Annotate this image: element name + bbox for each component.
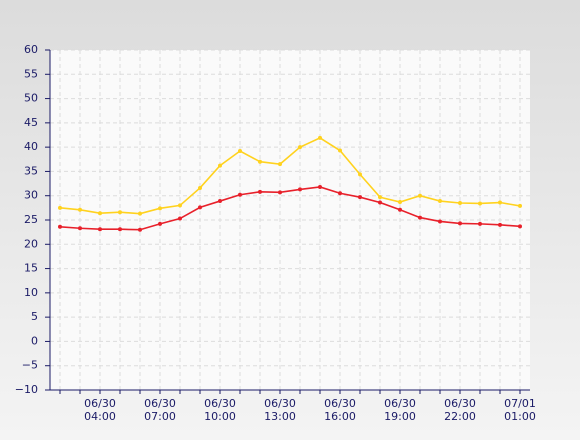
- data-point: [498, 200, 502, 205]
- data-point: [478, 221, 482, 226]
- data-point: [118, 210, 122, 215]
- data-point: [158, 221, 162, 226]
- y-tick-label: 0: [31, 334, 38, 347]
- data-point: [58, 224, 62, 229]
- data-point: [78, 207, 82, 212]
- data-point: [318, 135, 322, 140]
- x-tick-label: 01:00: [504, 410, 536, 423]
- data-point: [398, 207, 402, 212]
- y-tick-label: 25: [24, 213, 38, 226]
- data-point: [178, 203, 182, 208]
- data-point: [58, 205, 62, 210]
- y-tick-label: 35: [24, 164, 38, 177]
- y-tick-label: 40: [24, 140, 38, 153]
- data-point: [258, 159, 262, 164]
- x-tick-label: 06/30: [204, 397, 236, 410]
- data-point: [418, 193, 422, 198]
- data-point: [198, 205, 202, 210]
- series-line: [59, 137, 521, 215]
- x-tick-label: 07/01: [504, 397, 536, 410]
- y-tick-label: 15: [24, 262, 38, 275]
- x-tick-label: 07:00: [144, 410, 176, 423]
- data-point: [98, 227, 102, 232]
- data-point: [258, 189, 262, 194]
- y-tick-label: 55: [24, 67, 38, 80]
- data-point: [478, 201, 482, 206]
- data-point: [138, 227, 142, 232]
- data-point: [378, 195, 382, 200]
- data-point: [338, 148, 342, 153]
- data-point: [458, 201, 462, 205]
- data-point: [398, 200, 402, 205]
- data-point: [218, 199, 222, 204]
- data-point: [418, 215, 422, 220]
- data-point: [138, 211, 142, 216]
- x-tick-label: 13:00: [264, 410, 296, 423]
- data-point: [278, 162, 282, 167]
- x-tick-label: 06/30: [384, 397, 416, 410]
- y-tick-label: 50: [24, 92, 38, 105]
- data-point: [498, 222, 502, 227]
- y-tick-label: 20: [24, 237, 38, 250]
- x-tick-label: 06/30: [84, 397, 116, 410]
- y-tick-label: −10: [15, 383, 38, 396]
- y-tick-label: −5: [22, 359, 38, 372]
- data-point: [378, 200, 382, 205]
- y-tick-label: 30: [24, 189, 38, 202]
- x-tick-label: 06/30: [444, 397, 476, 410]
- data-point: [518, 224, 522, 229]
- x-tick-label: 19:00: [384, 410, 416, 423]
- data-point: [238, 149, 242, 154]
- y-tick-label: 60: [24, 43, 38, 56]
- data-point: [298, 145, 302, 150]
- x-tick-label: 10:00: [204, 410, 236, 423]
- data-point: [298, 187, 302, 192]
- data-point: [118, 227, 122, 232]
- x-tick-label: 16:00: [324, 410, 356, 423]
- y-tick-label: 5: [31, 310, 38, 323]
- data-point: [458, 221, 462, 226]
- data-point: [358, 172, 362, 177]
- y-tick-label: 10: [24, 286, 38, 299]
- data-point: [78, 226, 82, 231]
- x-tick-label: 06/30: [144, 397, 176, 410]
- x-tick-label: 06/30: [324, 397, 356, 410]
- y-tick-label: 45: [24, 116, 38, 129]
- data-point: [278, 190, 282, 195]
- data-point: [338, 191, 342, 196]
- data-point: [358, 195, 362, 200]
- data-point: [438, 199, 442, 204]
- x-tick-label: 04:00: [84, 410, 116, 423]
- data-point: [218, 163, 222, 168]
- data-point: [98, 211, 102, 216]
- x-tick-label: 06/30: [264, 397, 296, 410]
- data-point: [198, 185, 202, 190]
- series-line: [59, 186, 521, 231]
- data-point: [238, 192, 242, 197]
- data-point: [518, 203, 522, 208]
- data-point: [178, 216, 182, 221]
- data-point: [318, 184, 322, 189]
- data-point: [158, 206, 162, 211]
- data-point: [438, 219, 442, 224]
- x-tick-label: 22:00: [444, 410, 476, 423]
